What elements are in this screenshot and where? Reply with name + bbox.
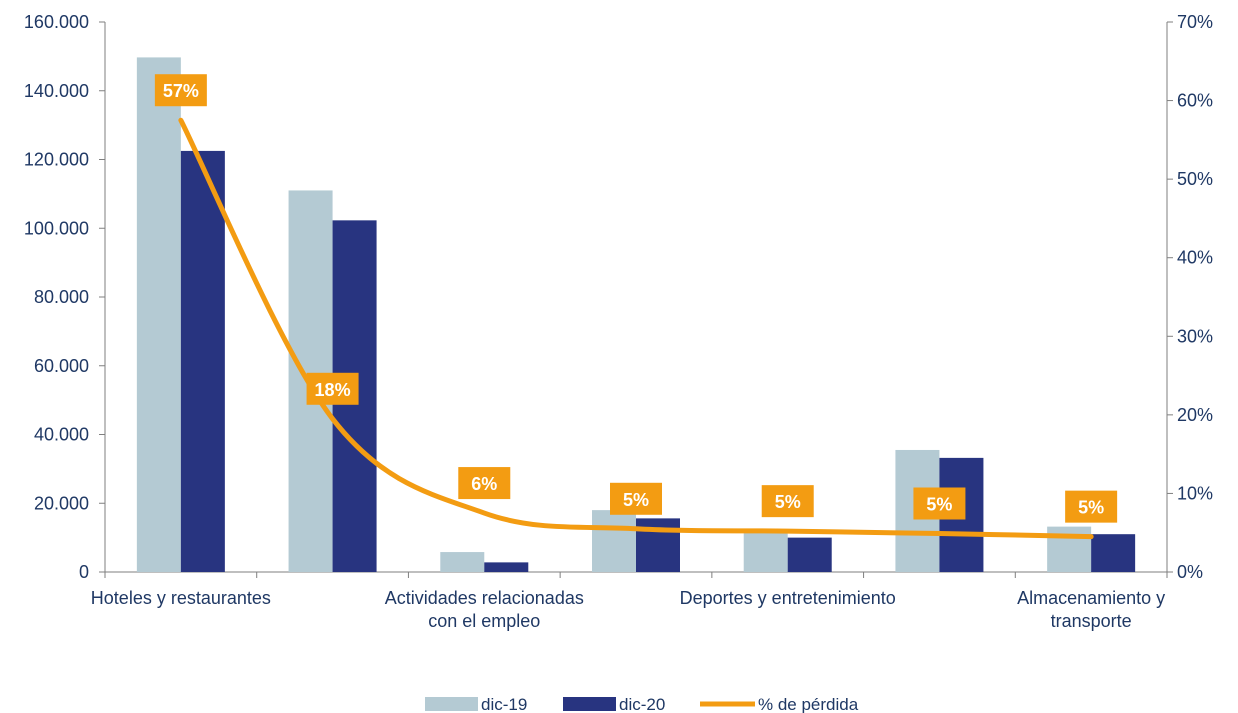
- loss-label-box: [154, 74, 207, 107]
- right-tick-label: 70%: [1177, 12, 1213, 32]
- legend-label: dic-19: [481, 695, 527, 713]
- loss-label: 5%: [1078, 498, 1104, 518]
- category-label: Hoteles y restaurantes: [91, 588, 271, 608]
- bar-dic-19: [136, 57, 181, 572]
- legend-swatch-dic-19: [425, 697, 478, 711]
- legend-swatch-dic-20: [563, 697, 616, 711]
- right-tick-label: 10%: [1177, 483, 1213, 503]
- left-tick-label: 60.000: [34, 356, 89, 376]
- right-tick-label: 50%: [1177, 169, 1213, 189]
- left-tick-label: 0: [79, 562, 89, 582]
- loss-label-box: [913, 487, 966, 520]
- loss-label-box: [610, 482, 662, 515]
- loss-label-box: [458, 467, 511, 500]
- bar-dic-20: [484, 562, 529, 572]
- bar-dic-19: [743, 530, 788, 572]
- legend-label: % de pérdida: [758, 695, 859, 713]
- bar-dic-19: [592, 510, 636, 572]
- category-label: Deportes y entretenimiento: [680, 588, 896, 608]
- data-labels: 57% 18% 6% 5% 5% 5% 5%: [154, 74, 1118, 523]
- right-tick-label: 40%: [1177, 248, 1213, 268]
- right-tick-label: 0%: [1177, 562, 1203, 582]
- loss-label: 5%: [623, 490, 649, 510]
- axes: 0 20.000 40.000 60.000 80.000 100.000 120.000 1…: [24, 12, 1213, 631]
- bar-dic-20: [787, 537, 832, 572]
- loss-label: 18%: [315, 380, 351, 400]
- loss-label: 5%: [775, 492, 801, 512]
- loss-label-box: [1065, 490, 1118, 523]
- category-label: Actividades relacionadas con el empleo: [385, 588, 584, 631]
- legend: dic-19 dic-20 % de pérdida: [425, 695, 859, 713]
- legend-label: dic-20: [619, 695, 665, 713]
- bar-dic-20: [636, 518, 680, 572]
- left-tick-label: 80.000: [34, 287, 89, 307]
- left-tick-label: 40.000: [34, 425, 89, 445]
- loss-line-path: [178, 117, 1094, 540]
- bar-dic-20: [1091, 534, 1136, 572]
- loss-label: 57%: [163, 81, 199, 101]
- loss-label-box: [306, 372, 359, 405]
- right-tick-label: 20%: [1177, 405, 1213, 425]
- left-tick-label: 100.000: [24, 218, 89, 238]
- left-tick-label: 20.000: [34, 493, 89, 513]
- loss-line: [178, 117, 1094, 540]
- category-label: Almacenamiento y transporte: [1017, 588, 1165, 631]
- bar-dic-19: [440, 552, 485, 572]
- right-tick-label: 60%: [1177, 91, 1213, 111]
- right-tick-label: 30%: [1177, 326, 1213, 346]
- loss-label: 6%: [471, 474, 497, 494]
- bar-dic-20: [180, 150, 225, 572]
- loss-label: 5%: [926, 495, 952, 515]
- left-tick-label: 140.000: [24, 81, 89, 101]
- left-tick-label: 160.000: [24, 12, 89, 32]
- left-tick-label: 120.000: [24, 150, 89, 170]
- loss-label-box: [761, 485, 814, 518]
